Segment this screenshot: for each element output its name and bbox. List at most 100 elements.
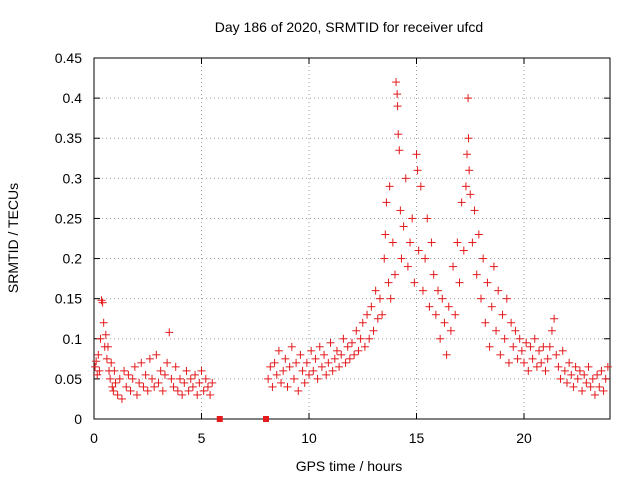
- data-point: [335, 362, 344, 371]
- data-point: [578, 386, 587, 395]
- data-point: [431, 310, 440, 319]
- data-point: [311, 354, 320, 363]
- data-point: [571, 362, 580, 371]
- data-point: [380, 254, 389, 263]
- data-point: [477, 294, 485, 303]
- data-point: [373, 314, 382, 323]
- data-point: [182, 366, 191, 375]
- data-point: [208, 378, 217, 387]
- data-point: [466, 190, 475, 199]
- data-point: [522, 338, 531, 347]
- data-point: [106, 374, 115, 383]
- data-point: [363, 310, 372, 319]
- data-point: [453, 238, 462, 247]
- data-point: [492, 326, 501, 335]
- data-point: [427, 238, 436, 247]
- data-point: [446, 326, 455, 335]
- data-point: [302, 358, 311, 367]
- data-point: [358, 318, 367, 327]
- data-point: [109, 386, 118, 395]
- data-point: [266, 362, 275, 371]
- data-point: [498, 310, 507, 319]
- chart-title: Day 186 of 2020, SRMTID for receiver ufc…: [215, 19, 483, 35]
- data-point: [154, 378, 163, 387]
- data-point: [371, 286, 380, 295]
- data-point: [464, 134, 473, 143]
- data-point: [317, 362, 326, 371]
- data-point: [322, 370, 331, 379]
- data-point: [93, 370, 102, 379]
- data-point: [348, 338, 356, 347]
- data-point: [133, 390, 141, 399]
- data-point: [126, 386, 135, 395]
- data-point: [421, 254, 430, 263]
- data-point: [101, 330, 110, 339]
- data-point: [274, 346, 283, 355]
- data-point: [550, 314, 559, 323]
- data-point: [96, 334, 105, 343]
- data-point: [582, 378, 591, 387]
- data-point: [569, 382, 578, 391]
- data-point: [148, 374, 157, 383]
- data-point: [474, 230, 483, 239]
- data-point: [590, 390, 599, 399]
- x-tick-label: 20: [516, 430, 532, 446]
- data-point: [406, 238, 415, 247]
- data-point: [186, 374, 195, 383]
- data-point: [145, 354, 154, 363]
- data-point: [401, 174, 410, 183]
- data-point: [408, 214, 417, 223]
- data-point: [324, 358, 333, 367]
- data-point: [141, 370, 150, 379]
- data-point: [526, 342, 535, 351]
- data-point: [264, 374, 273, 383]
- data-point: [470, 206, 479, 215]
- data-point: [472, 270, 481, 279]
- data-point: [107, 358, 116, 367]
- data-point: [494, 286, 503, 295]
- data-point: [135, 378, 144, 387]
- data-point: [292, 358, 301, 367]
- data-point: [173, 386, 182, 395]
- data-point: [360, 342, 369, 351]
- data-point: [268, 382, 277, 391]
- data-point: [180, 378, 189, 387]
- data-point: [341, 358, 350, 367]
- data-point: [517, 346, 526, 355]
- data-point: [369, 326, 378, 335]
- data-point: [94, 350, 103, 359]
- data-point: [603, 362, 612, 371]
- data-point: [535, 346, 544, 355]
- data-point: [113, 390, 122, 399]
- y-tick-label: 0.4: [63, 90, 83, 106]
- data-point: [289, 374, 298, 383]
- data-point: [392, 78, 401, 87]
- y-axis-label: SRMTID / TECUs: [5, 183, 21, 293]
- data-point: [543, 354, 552, 363]
- data-point: [326, 338, 335, 347]
- y-tick-label: 0.25: [55, 210, 82, 226]
- data-point: [332, 346, 341, 355]
- data-point: [413, 166, 422, 175]
- data-point: [489, 262, 498, 271]
- data-point: [150, 382, 159, 391]
- data-point: [95, 366, 104, 375]
- data-point: [418, 286, 427, 295]
- data-point: [277, 378, 286, 387]
- x-axis-label: GPS time / hours: [296, 458, 403, 474]
- x-tick-label: 15: [409, 430, 425, 446]
- data-point: [586, 382, 595, 391]
- data-point: [298, 366, 307, 375]
- data-point-square: [263, 416, 269, 422]
- data-point: [567, 370, 576, 379]
- data-point: [463, 150, 472, 159]
- data-point: [485, 342, 494, 351]
- data-point: [599, 386, 608, 395]
- data-point: [195, 378, 204, 387]
- data-point: [203, 382, 212, 391]
- data-point: [367, 302, 376, 311]
- data-point: [193, 390, 202, 399]
- data-point: [556, 374, 565, 383]
- data-point: [479, 254, 488, 263]
- data-point: [178, 390, 187, 399]
